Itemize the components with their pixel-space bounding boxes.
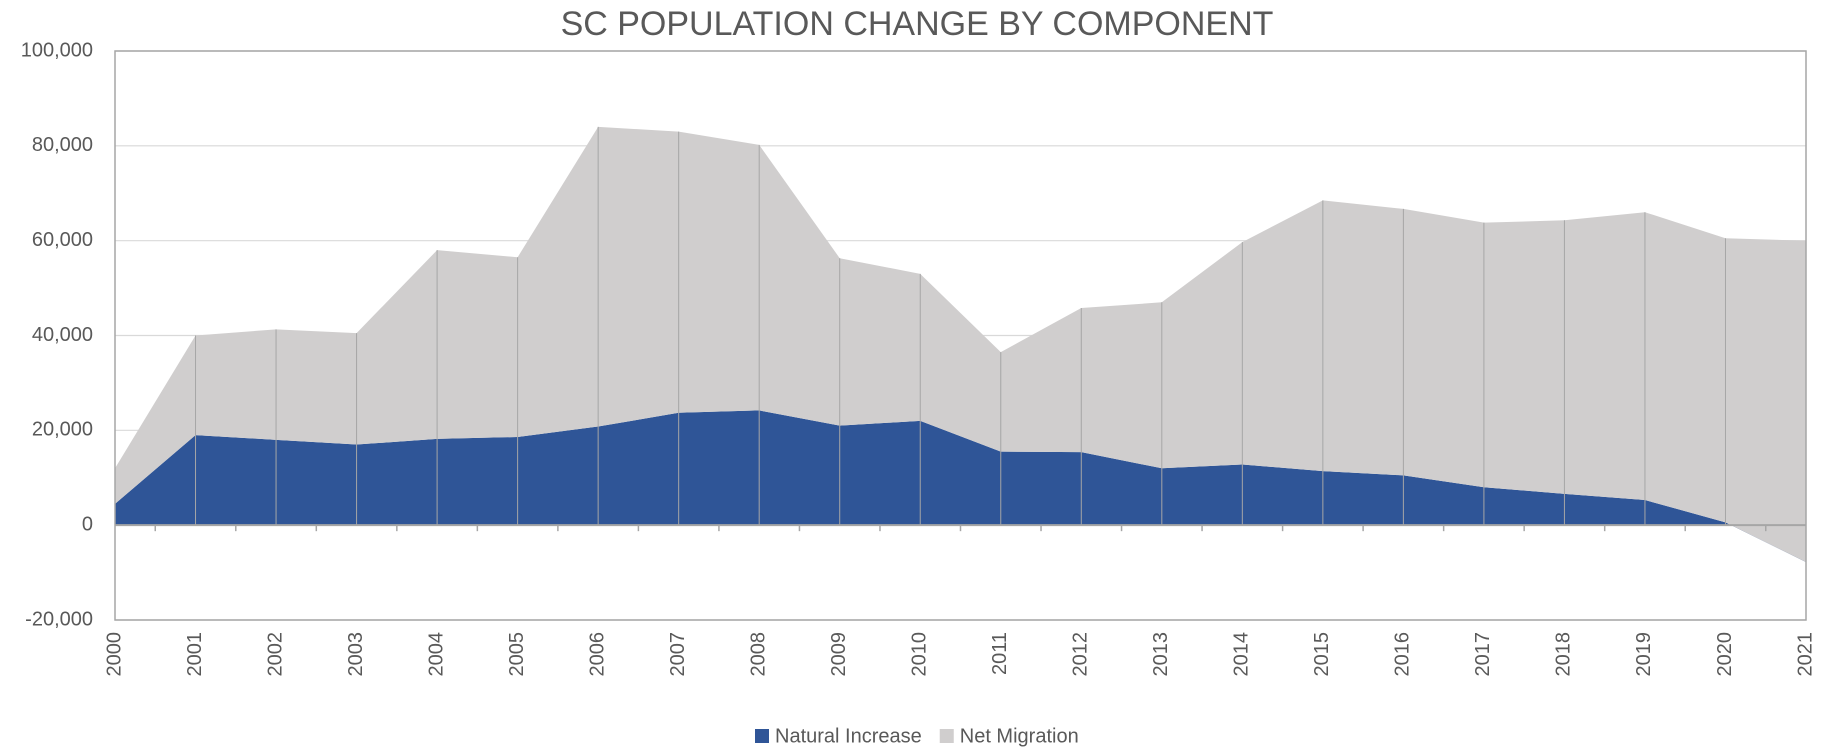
chart-title: SC POPULATION CHANGE BY COMPONENT [561, 5, 1274, 43]
plot-border [114, 50, 1807, 621]
legend-label: Net Migration [960, 725, 1079, 747]
y-tick-label: 40,000 [32, 324, 93, 346]
area [115, 126, 1806, 563]
x-tick-label: 2018 [1553, 632, 1575, 677]
legend-swatch [755, 729, 769, 743]
x-tick-label: 2011 [989, 632, 1011, 675]
legend-label: Natural Increase [775, 725, 922, 747]
x-tick-label: 2016 [1392, 632, 1414, 677]
x-tick-label: 2005 [506, 632, 528, 677]
y-tick-label: 20,000 [32, 419, 93, 441]
y-tick-label: 100,000 [21, 39, 93, 61]
x-tick-label: 2004 [425, 632, 447, 677]
x-tick-label: 2002 [264, 632, 286, 677]
x-tick-label: 2006 [586, 632, 608, 677]
legend-swatch [939, 729, 954, 743]
x-tick-label: 2009 [828, 632, 850, 677]
y-tick-label: 0 [82, 513, 93, 535]
y-tick-label: -20,000 [25, 608, 93, 630]
y-tick-label: 60,000 [32, 229, 93, 251]
x-tick-label: 2001 [184, 632, 206, 677]
x-tick-label: 2007 [667, 632, 689, 677]
x-tick-label: 2017 [1472, 632, 1494, 677]
x-tick-label: 2010 [909, 632, 931, 677]
y-tick-label: 80,000 [32, 134, 93, 156]
x-tick-label: 2000 [103, 632, 125, 677]
x-tick-label: 2014 [1231, 632, 1253, 677]
x-tick-label: 2015 [1311, 632, 1333, 677]
x-tick-label: 2020 [1714, 632, 1736, 677]
x-tick-label: 2012 [1070, 632, 1092, 677]
x-tick-label: 2013 [1150, 632, 1172, 677]
x-tick-label: 2019 [1633, 632, 1655, 677]
x-tick-label: 2003 [345, 632, 367, 677]
x-tick-label: 2021 [1794, 632, 1816, 677]
x-tick-label: 2008 [747, 632, 769, 677]
